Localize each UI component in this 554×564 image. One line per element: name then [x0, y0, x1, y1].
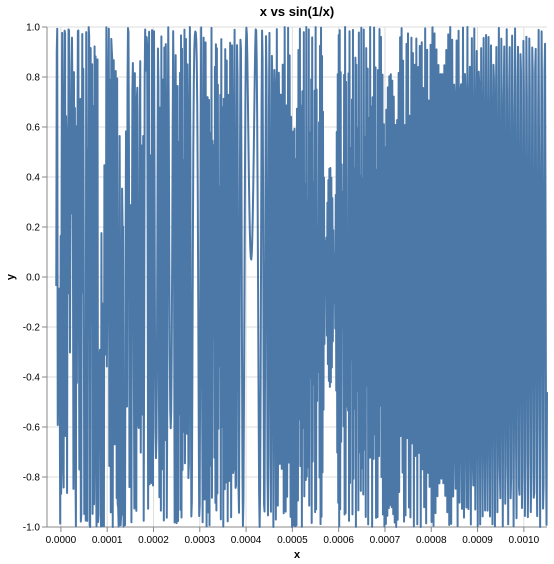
- y-tick-label: 0.8: [26, 73, 40, 84]
- y-tick-label: -1.0: [23, 523, 41, 534]
- x-tick-label: 0.0005: [277, 535, 308, 546]
- y-tick-label: 0.6: [26, 123, 40, 134]
- x-tick-label: 0.0009: [462, 535, 493, 546]
- x-tick-label: 0.0001: [92, 535, 123, 546]
- y-tick-label: 0.4: [26, 173, 40, 184]
- x-tick-label: 0.0004: [231, 535, 262, 546]
- x-tick-label: 0.0000: [46, 535, 77, 546]
- x-tick-label: 0.0010: [509, 535, 540, 546]
- y-tick-label: 1.0: [26, 23, 40, 34]
- x-tick-label: 0.0002: [138, 535, 169, 546]
- y-tick-label: 0.0: [26, 273, 40, 284]
- y-tick-label: -0.8: [23, 473, 41, 484]
- x-axis-title: x: [294, 549, 301, 561]
- y-axis-title: y: [5, 273, 17, 280]
- x-tick-label: 0.0003: [184, 535, 215, 546]
- chart-title: x vs sin(1/x): [260, 4, 334, 19]
- series-line: [55, 26, 548, 528]
- x-tick-label: 0.0006: [323, 535, 354, 546]
- y-tick-label: 0.2: [26, 223, 40, 234]
- plot-area: [55, 26, 548, 528]
- y-tick-label: -0.4: [23, 373, 41, 384]
- axis-layer: -1.0 -0.8 -0.6 -0.4 -0.2 0.0 0.2 0.4 0.6 0.8 1.0 0.…: [23, 23, 547, 546]
- x-tick-label: 0.0007: [370, 535, 401, 546]
- x-tick-label: 0.0008: [416, 535, 447, 546]
- y-tick-label: -0.6: [23, 423, 41, 434]
- y-tick-label: -0.2: [23, 323, 41, 334]
